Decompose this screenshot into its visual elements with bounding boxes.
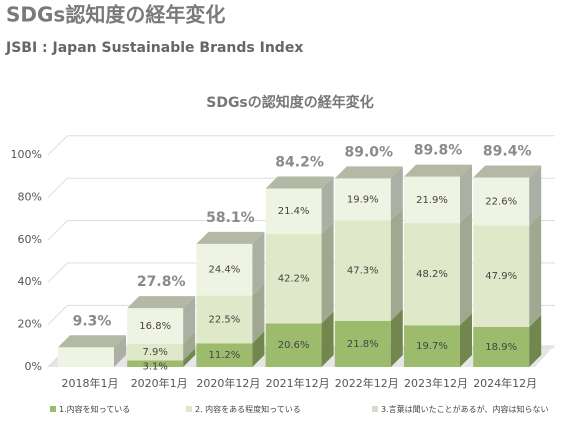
value-label: 16.8%	[139, 321, 171, 332]
bar-segment	[196, 243, 253, 296]
total-label: 89.4%	[483, 143, 532, 159]
bar-segment-side	[183, 296, 196, 344]
bar-segment-top	[473, 165, 542, 178]
y-tick-label: 80%	[18, 190, 42, 203]
x-tick-label: 2020年12月	[196, 376, 260, 390]
grid-line	[47, 135, 68, 156]
bar-segment	[127, 360, 184, 367]
bar-segment	[473, 177, 530, 226]
y-tick-label: 40%	[18, 275, 42, 288]
legend-swatch	[186, 406, 192, 412]
value-label: 11.2%	[209, 350, 241, 361]
bar-segment-side	[183, 331, 196, 361]
bar-segment-side	[252, 231, 265, 296]
grid-line	[47, 177, 68, 198]
bar-segment	[265, 188, 322, 234]
total-label: 9.3%	[73, 313, 112, 329]
total-bar-top	[58, 335, 126, 348]
total-label: 27.8%	[137, 274, 186, 290]
value-label: 42.2%	[278, 274, 310, 285]
value-label: 19.9%	[347, 194, 379, 205]
total-label: 58.1%	[206, 210, 255, 226]
total-bar-side	[114, 335, 126, 367]
bar-segment	[196, 295, 253, 344]
legend-label: 1.内容を知っている	[59, 404, 130, 414]
bar-segment	[334, 320, 391, 367]
grid-line	[47, 220, 68, 241]
bar-segment-side	[529, 314, 542, 367]
bar-segment	[473, 326, 530, 367]
value-label: 19.7%	[416, 341, 448, 352]
bar-segment-side	[460, 313, 472, 367]
total-label: 84.2%	[275, 154, 324, 170]
value-label: 47.9%	[485, 271, 517, 282]
page-subtitle: JSBI : Japan Sustainable Brands Index	[5, 40, 303, 56]
bar-segment	[404, 223, 460, 326]
bar-segment-side	[321, 221, 334, 324]
total-label: 89.0%	[345, 144, 394, 160]
value-label: 22.5%	[209, 314, 241, 325]
total-bar	[58, 347, 114, 367]
bar-segment-side	[390, 208, 403, 321]
bar-segment-top	[127, 296, 196, 309]
value-label: 3.1%	[142, 361, 167, 372]
bar-segment-side	[529, 213, 542, 327]
y-tick-label: 20%	[18, 318, 42, 331]
bar-segment-side	[390, 308, 403, 367]
bar-segment	[127, 308, 184, 344]
x-tick-label: 2024年12月	[473, 376, 537, 390]
x-tick-label: 2023年12月	[404, 376, 468, 390]
bar-segment-side	[183, 348, 196, 367]
bar-segment-side	[321, 176, 334, 234]
bar-segment-side	[529, 165, 542, 226]
bar-segment	[334, 178, 391, 221]
total-label: 89.8%	[414, 143, 463, 159]
bar-segment-top	[196, 231, 265, 244]
legend-label: 3.言葉は聞いたことがあるが、内容は知らない	[381, 404, 548, 414]
grid-line	[47, 305, 68, 325]
bar-segment-side	[460, 211, 472, 326]
legend-label: 2. 内容をある程度知っている	[195, 404, 301, 414]
x-tick-label: 2022年12月	[335, 376, 399, 390]
value-label: 48.2%	[416, 269, 448, 280]
bar-segment-side	[460, 164, 472, 224]
x-tick-label: 2018年1月	[62, 376, 119, 390]
bar-segment	[334, 220, 391, 321]
value-label: 21.8%	[347, 339, 379, 350]
bar-segment-top	[265, 176, 334, 189]
bar-segment	[196, 343, 253, 367]
y-tick-label: 0%	[25, 360, 42, 373]
value-label: 20.6%	[278, 340, 310, 351]
bar-segment-top	[404, 164, 472, 177]
bar-segment	[265, 323, 322, 367]
y-tick-label: 100%	[11, 148, 42, 161]
bar-segment-side	[252, 283, 265, 344]
legend-swatch	[372, 406, 378, 412]
value-label: 7.9%	[142, 347, 167, 358]
value-label: 18.9%	[485, 342, 517, 353]
bar-segment-side	[252, 331, 265, 367]
bar-segment-top	[334, 166, 403, 179]
bar-segment	[404, 325, 460, 367]
bar-segment	[265, 233, 322, 324]
value-label: 47.3%	[347, 266, 379, 277]
bar-segment	[127, 343, 184, 361]
grid-line	[47, 262, 68, 283]
chart-title: SDGsの認知度の経年変化	[206, 94, 374, 111]
x-tick-label: 2020年1月	[131, 376, 188, 390]
legend-swatch	[50, 406, 56, 412]
bar-segment-side	[390, 166, 403, 221]
x-tick-label: 2021年12月	[266, 376, 330, 390]
value-label: 24.4%	[209, 265, 241, 276]
y-tick-label: 60%	[18, 233, 42, 246]
value-label: 21.4%	[278, 206, 310, 217]
bar-segment	[473, 225, 530, 327]
bar-segment	[404, 176, 460, 224]
bar-segment-side	[321, 311, 334, 367]
page-title: SDGs認知度の経年変化	[6, 3, 225, 27]
value-label: 22.6%	[485, 196, 517, 207]
value-label: 21.9%	[416, 195, 448, 206]
